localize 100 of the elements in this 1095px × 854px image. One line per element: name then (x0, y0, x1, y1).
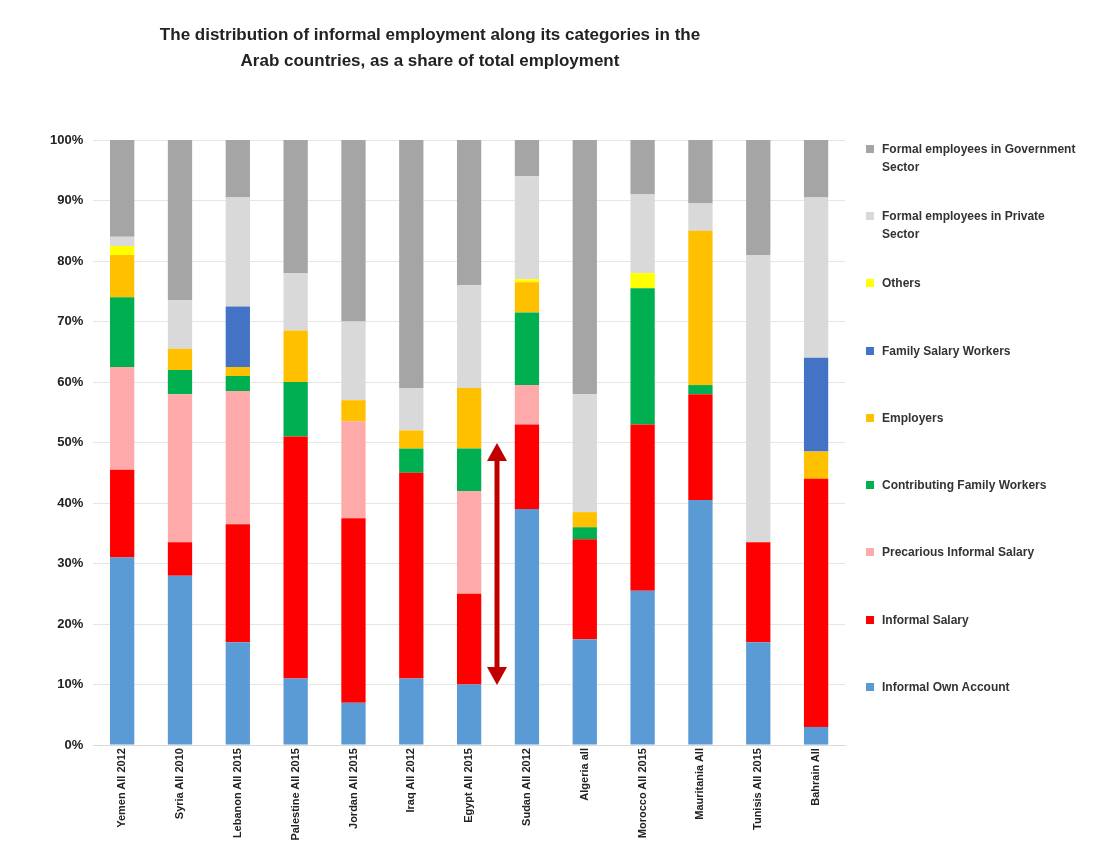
bar (283, 330, 308, 383)
legend-label: Employers (882, 409, 944, 427)
legend-label: Others (882, 275, 921, 293)
legend-label: Precarious Informal Salary (882, 544, 1035, 562)
bar (283, 140, 308, 274)
x-tick-label: Yemen All 2012 (115, 748, 128, 828)
bar (630, 288, 655, 425)
x-tick-label: Mauritania All (693, 748, 706, 820)
x-tick-label: Tunisis All 2015 (751, 748, 764, 830)
x-tick-label: Sudan All 2012 (519, 748, 532, 826)
y-tick-label: 40% (57, 494, 84, 510)
x-tick-label: Syria All 2010 (173, 748, 186, 820)
bar (630, 194, 655, 274)
bar (341, 400, 366, 422)
bar (688, 500, 713, 745)
y-tick-label: 70% (57, 313, 84, 329)
legend-label: Informal Salary (882, 611, 969, 629)
bar (110, 366, 135, 470)
bar (572, 539, 597, 640)
bar (803, 197, 829, 358)
bar (803, 357, 829, 452)
x-tick-label: Bahrain All (809, 748, 822, 806)
bar (456, 593, 482, 685)
bar (572, 527, 597, 540)
bar (341, 421, 366, 519)
x-tick-label: Palestine All 2015 (288, 748, 301, 841)
bar (283, 436, 308, 679)
bar (746, 254, 771, 543)
bar (456, 140, 482, 286)
legend-label: Family Salary Workers (882, 342, 1011, 360)
bar (167, 369, 193, 395)
bar (399, 448, 424, 473)
x-tick-label: Egypt All 2015 (462, 748, 475, 823)
bar (225, 197, 250, 307)
bar (456, 490, 482, 594)
bar (630, 273, 655, 289)
bar (167, 394, 193, 543)
bar (225, 366, 250, 376)
bar (514, 385, 540, 425)
bar (688, 230, 713, 386)
bar (167, 140, 193, 301)
bar (167, 348, 193, 370)
bar (341, 702, 366, 745)
bar (746, 542, 771, 643)
bar (399, 430, 424, 449)
bar (110, 297, 135, 367)
bar (456, 388, 482, 449)
bar (399, 472, 424, 679)
bar (225, 391, 250, 525)
bar (572, 639, 597, 745)
y-tick-label: 90% (57, 192, 84, 208)
bar (688, 394, 713, 501)
bar (110, 140, 135, 237)
y-tick-label: 10% (57, 676, 84, 692)
bar (803, 478, 829, 727)
bar (110, 469, 135, 558)
bar (283, 273, 308, 331)
bar (514, 176, 540, 280)
y-tick-label: 50% (57, 434, 84, 450)
bar (572, 512, 597, 528)
bar (399, 678, 424, 745)
bar (341, 140, 366, 322)
y-tick-label: 80% (57, 252, 84, 268)
bar (167, 542, 193, 576)
bar (514, 312, 540, 386)
bar (456, 285, 482, 389)
bar (110, 557, 135, 745)
bar (341, 518, 366, 703)
bar (688, 140, 713, 204)
x-tick-label: Iraq All 2012 (404, 748, 417, 813)
x-tick-label: Morocco All 2015 (635, 748, 648, 839)
bar (110, 245, 135, 255)
bar (399, 140, 424, 389)
bar (225, 140, 250, 198)
bar (514, 424, 540, 510)
legend-label: Contributing Family Workers (882, 477, 1047, 495)
bar (688, 385, 713, 395)
x-tick-label: Jordan All 2015 (346, 748, 359, 829)
bar (283, 678, 308, 745)
bar (341, 321, 366, 401)
bar (688, 203, 713, 231)
y-tick-label: 60% (57, 373, 84, 389)
bar (110, 236, 135, 246)
bar (514, 282, 540, 313)
legend-label: Formal employees in Government Sector (882, 141, 1077, 176)
bar (110, 254, 135, 298)
bar (746, 642, 771, 745)
bar (630, 590, 655, 745)
x-tick-label: Algeria all (577, 748, 590, 801)
bar (225, 306, 250, 367)
y-tick-label: 30% (57, 555, 84, 571)
bar (225, 524, 250, 643)
bar (514, 140, 540, 177)
bar (456, 684, 482, 745)
bar (514, 279, 540, 283)
bar (572, 140, 597, 395)
bar (630, 424, 655, 591)
bar (803, 726, 829, 745)
bar (225, 642, 250, 745)
bar (225, 375, 250, 392)
